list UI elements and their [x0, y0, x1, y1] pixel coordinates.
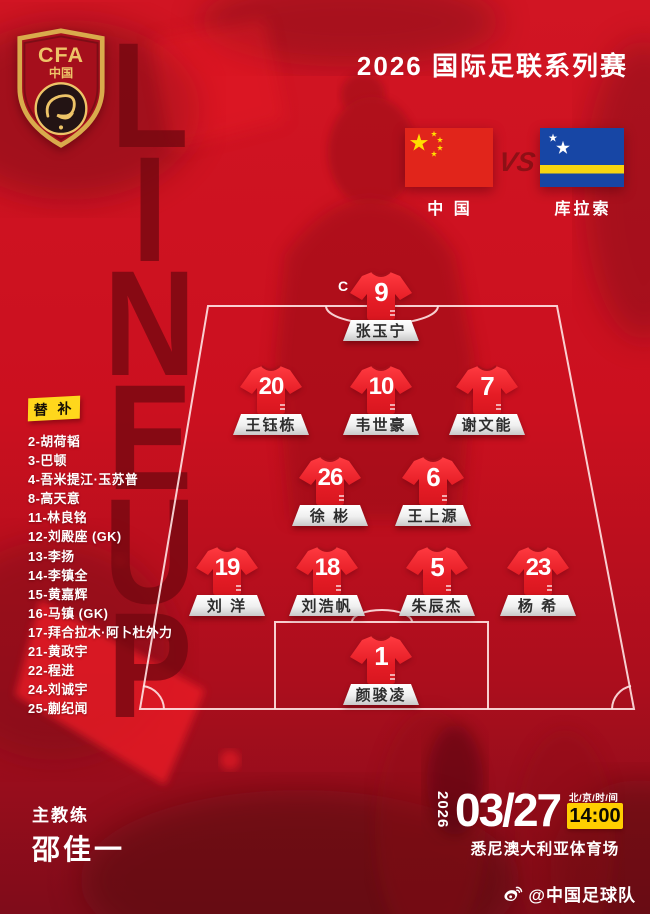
player-marker: 7 谢文能 — [449, 364, 525, 435]
jersey-number: 26 — [318, 464, 343, 491]
jersey-number: 9 — [374, 277, 388, 307]
substitute-item: 3-巴顿 — [28, 453, 67, 469]
jersey-number: 23 — [526, 554, 551, 581]
match-year: 2026 — [434, 791, 451, 829]
jersey-icon: 10 — [350, 365, 412, 414]
player-marker: 5 朱辰杰 — [399, 545, 475, 616]
jersey-icon: 6 — [402, 456, 464, 505]
jersey-icon: 26 — [299, 456, 361, 505]
substitute-item: 14-李镇全 — [28, 567, 88, 583]
player-marker: 20 王钰栋 — [233, 364, 309, 435]
coach-label: 主教练 — [32, 806, 89, 825]
player-nameplate: 张玉宁 — [343, 320, 419, 341]
weibo-credit: @中国足球队 — [502, 881, 636, 906]
dragon-emblem — [45, 94, 76, 120]
substitute-item: 12-刘殿座 (GK) — [28, 529, 122, 545]
substitute-item: 2-胡荷韬 — [28, 434, 81, 449]
player-nameplate: 颜骏凌 — [343, 684, 419, 705]
captain-mark: C — [338, 278, 349, 294]
jersey-number: 1 — [374, 641, 388, 671]
cfa-acronym: CFA — [38, 42, 84, 67]
player-marker: 18 刘浩帆 — [289, 545, 365, 616]
away-team-name: 库拉索 — [554, 201, 612, 218]
jersey-icon: 5 — [406, 546, 468, 595]
substitute-item: 13-李扬 — [28, 548, 75, 564]
substitute-item: 25-蒯纪闻 — [28, 701, 88, 717]
home-team-name: 中 国 — [427, 201, 473, 218]
coach-name: 邵佳一 — [32, 834, 126, 865]
substitute-item: 21-黄政宇 — [28, 644, 88, 660]
substitute-item: 15-黄嘉辉 — [28, 586, 88, 602]
jersey-number: 7 — [480, 371, 494, 401]
jersey-icon: 20 — [240, 365, 302, 414]
jersey-number: 10 — [369, 373, 394, 400]
player-marker: C 9 张玉宁 — [338, 270, 419, 341]
corner-arc-left — [142, 685, 165, 710]
player-nameplate: 朱辰杰 — [399, 595, 475, 616]
substitute-item: 16-马镇 (GK) — [28, 605, 109, 621]
jersey-number: 18 — [315, 554, 340, 581]
jersey-number: 5 — [430, 552, 444, 582]
substitute-item: 8-高天意 — [28, 491, 81, 507]
credit-text: @中国足球队 — [528, 886, 636, 905]
penalty-arc — [351, 609, 413, 623]
match-date: 03/27 — [455, 784, 562, 836]
red-splashes — [15, 18, 285, 785]
corner-arc-right — [611, 685, 632, 710]
penalty-box — [274, 621, 489, 709]
pitch-outline — [138, 305, 636, 710]
jersey-icon: 19 — [196, 546, 258, 595]
player-nameplate: 刘 洋 — [189, 595, 265, 616]
substitute-item: 22-程进 — [28, 663, 75, 679]
player-marker: 23 杨 希 — [500, 545, 576, 616]
timezone-label: 北/京/时/间 — [569, 793, 619, 804]
cfa-country: 中国 — [49, 65, 73, 80]
player-nameplate: 王上源 — [395, 505, 471, 526]
jersey-icon: 23 — [507, 546, 569, 595]
kickoff-time-badge: 14:00 — [567, 803, 623, 829]
cfa-logo: CFA 中国 — [14, 28, 108, 153]
jersey-icon: 1 — [350, 635, 412, 684]
substitute-item: 17-拜合拉木·阿卜杜外力 — [28, 624, 173, 640]
player-nameplate: 谢文能 — [449, 414, 525, 435]
player-marker: 1 颜骏凌 — [343, 634, 419, 705]
substitutes-list: 2-胡荷韬 3-巴顿 4-吾米提江·玉苏普 8-高天意 11-林良铭 12-刘殿座 (GK… — [28, 432, 172, 718]
player-marker: 26 徐 彬 — [292, 455, 368, 526]
player-marker: 19 刘 洋 — [189, 545, 265, 616]
player-nameplate: 杨 希 — [500, 595, 576, 616]
jersey-number: 20 — [259, 373, 284, 400]
curacao-flag — [540, 128, 624, 192]
china-flag — [405, 128, 493, 192]
substitute-item: 11-林良铭 — [28, 510, 88, 526]
event-title: 2026 国际足联系列赛 — [356, 51, 628, 81]
venue-name: 悉尼澳大利亚体育场 — [470, 841, 620, 858]
player-nameplate: 王钰栋 — [233, 414, 309, 435]
player-photo-silhouette — [275, 73, 615, 914]
weibo-icon — [504, 886, 523, 901]
jersey-icon: 7 — [456, 365, 518, 414]
player-nameplate: 徐 彬 — [292, 505, 368, 526]
substitute-item: 4-吾米提江·玉苏普 — [28, 472, 139, 488]
substitute-item: 24-刘诚宇 — [28, 682, 88, 698]
player-marker: 6 王上源 — [395, 455, 471, 526]
jersey-icon: 9 — [350, 271, 412, 320]
jersey-icon: 18 — [296, 546, 358, 595]
player-marker: 10 韦世豪 — [343, 364, 419, 435]
player-nameplate: 韦世豪 — [343, 414, 419, 435]
jersey-number: 6 — [426, 462, 440, 492]
jersey-number: 19 — [215, 554, 240, 581]
player-nameplate: 刘浩帆 — [289, 595, 365, 616]
